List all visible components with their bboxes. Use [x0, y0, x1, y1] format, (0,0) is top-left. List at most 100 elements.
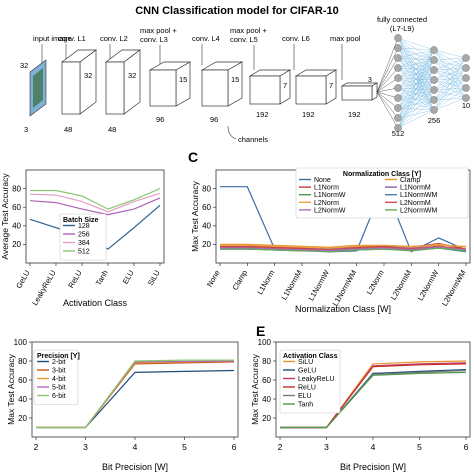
legend-entry: L1NormM — [400, 185, 431, 192]
figure-title: CNN Classification model for CIFAR-10 — [135, 5, 339, 17]
architecture-diagram: CNN Classification model for CIFAR-10 in… — [20, 5, 470, 144]
legend-entry: Tanh — [298, 402, 313, 409]
legend-entry: 2-bit — [52, 359, 66, 366]
fc-neuron — [430, 86, 438, 94]
legend-title: Activation Class — [283, 353, 338, 360]
fc-connection — [433, 57, 467, 111]
series-line — [220, 247, 467, 253]
fc-neuron — [430, 106, 438, 114]
dim-l5-ch: 192 — [256, 110, 269, 119]
fc-connection — [397, 47, 435, 51]
legend-entry: 512 — [78, 249, 90, 256]
dim-l6-side: 7 — [329, 81, 333, 90]
x-tick-label: L2NormWM — [440, 269, 468, 308]
x-tick-label: SiLU — [146, 269, 162, 288]
dim-l4-ch: 96 — [210, 115, 218, 124]
fc-neuron — [394, 34, 402, 42]
dim-l1-ch: 48 — [64, 125, 72, 134]
fc-neuron — [394, 74, 402, 82]
fc-neuron — [394, 104, 402, 112]
series-line — [220, 245, 467, 251]
fc-input-connection — [376, 91, 399, 109]
dim-l2-side: 32 — [128, 71, 136, 80]
fc-connection — [397, 49, 435, 79]
x-axis-label: Activation Class — [63, 298, 128, 308]
fc-neuron — [430, 76, 438, 84]
label-l5-b: conv. L5 — [230, 35, 258, 44]
fc-connection — [397, 49, 435, 109]
dim-input-ch: 3 — [24, 125, 28, 134]
y-tick-label: 20 — [18, 414, 27, 423]
label-conv-l4: conv. L4 — [192, 34, 220, 43]
fc-neuron — [394, 54, 402, 62]
fc-connection — [397, 37, 435, 51]
series-line — [29, 197, 161, 216]
y-tick-label: 100 — [14, 338, 28, 347]
input-image-block: 32 3 — [20, 59, 47, 134]
x-tick-label: 3 — [83, 442, 88, 452]
label-conv-l6: conv. L6 — [282, 34, 310, 43]
dim-l3-side: 15 — [179, 75, 187, 84]
y-tick-label: 40 — [262, 395, 271, 404]
dim-fc2: 256 — [428, 116, 441, 125]
fc-neuron — [430, 66, 438, 74]
fc-neuron — [394, 94, 402, 102]
y-axis-label: Max Test Accuracy — [6, 353, 16, 424]
fc-connection — [433, 57, 467, 81]
label-max-pool: max pool — [330, 34, 361, 43]
panel-letter-e: E — [256, 323, 265, 339]
y-tick-label: 20 — [262, 414, 271, 423]
fc-connection — [433, 97, 467, 111]
y-axis-label: Average Test Accuracy — [0, 173, 10, 260]
dim-l6-ch: 192 — [302, 110, 315, 119]
legend-entry: LeakyReLU — [298, 376, 335, 383]
chart-bit-precision-y: 20 40 60 80 100 2 3 4 5 6 Bit Precision [W] Max Tes… — [6, 338, 239, 472]
x-tick-label: LeakyReLU — [30, 269, 57, 307]
label-input-image: input image — [33, 34, 72, 43]
x-tick-label: L1Norm — [255, 269, 276, 297]
x-tick-label: Clamp — [230, 269, 249, 292]
fc-connection — [397, 109, 435, 129]
label-l3-a: max pool + — [140, 26, 178, 35]
y-tick-label: 20 — [202, 240, 211, 249]
x-tick-label: 5 — [417, 442, 422, 452]
x-axis-label: Bit Precision [W] — [340, 462, 406, 472]
fc-connection — [433, 49, 467, 59]
label-l5-a: max pool + — [230, 26, 268, 35]
dim-l3-ch: 96 — [156, 115, 164, 124]
legend-entry: 128 — [78, 223, 90, 230]
panel-letter-c: C — [188, 149, 198, 165]
fc-neuron — [394, 44, 402, 52]
x-tick-label: 4 — [133, 442, 138, 452]
fully-connected-network — [376, 34, 470, 132]
fc-connection — [397, 89, 435, 129]
x-tick-label: None — [205, 269, 222, 289]
dim-fc3: 10 — [462, 101, 470, 110]
label-fc-a: fully connected — [377, 15, 427, 24]
fc-input-connection — [376, 91, 399, 129]
y-tick-label: 100 — [258, 338, 272, 347]
legend-entry: Clamp — [400, 177, 420, 184]
series-line — [220, 243, 467, 249]
series-line — [280, 371, 467, 429]
label-fc-b: (L7-L9) — [390, 24, 415, 33]
fc-connection — [433, 87, 467, 111]
x-tick-label: L2NormM — [389, 269, 413, 302]
x-tick-label: L1NormWM — [331, 269, 359, 308]
legend-entry: ReLU — [298, 385, 316, 392]
series-line — [220, 246, 467, 252]
dim-fc1: 512 — [392, 129, 405, 138]
fc-connection — [433, 57, 467, 71]
y-tick-label: 60 — [18, 376, 27, 385]
fc-neuron — [394, 124, 402, 132]
x-tick-label: L2Norm — [365, 269, 386, 297]
series-line — [36, 359, 234, 429]
x-tick-label: 3 — [324, 442, 329, 452]
y-tick-label: 80 — [18, 357, 27, 366]
legend-entry: L2NormWM — [400, 207, 438, 214]
dim-l1-side: 32 — [84, 71, 92, 80]
legend-entry: L1NormWM — [400, 192, 438, 199]
fc-connection — [397, 69, 435, 129]
